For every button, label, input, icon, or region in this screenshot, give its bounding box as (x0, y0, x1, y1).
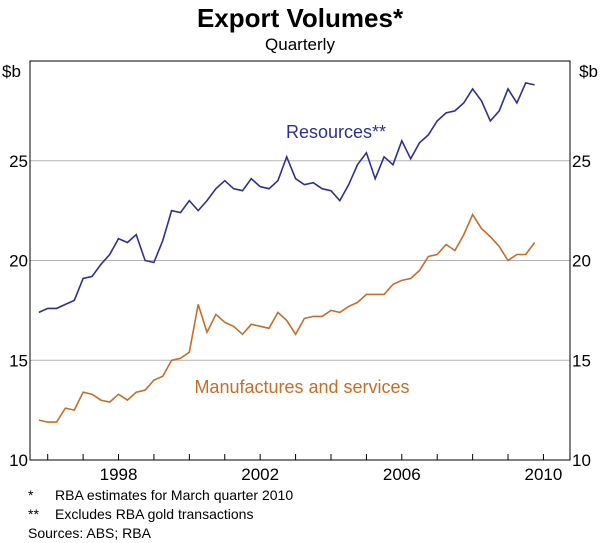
footnotes: * RBA estimates for March quarter 2010 **… (28, 486, 293, 543)
footnote-2-text: Excludes RBA gold transactions (55, 506, 254, 522)
footnote-1-mark: * (28, 487, 34, 503)
plot-frame (29, 60, 571, 461)
chart-title: Export Volumes* (197, 3, 404, 33)
x-ticks: 1998 2002 2006 2010 (47, 454, 563, 484)
x-tick-label-1998: 1998 (100, 465, 138, 484)
chart-subtitle: Quarterly (265, 35, 335, 54)
grid-lines (30, 160, 570, 361)
footnote-2: ** Excludes RBA gold transactions (28, 505, 293, 524)
sources-note: Sources: ABS; RBA (28, 525, 151, 541)
y-tick-label-right-10: 10 (572, 451, 591, 470)
y-tick-label-left-15: 15 (9, 351, 28, 370)
y-tick-label-left-25: 25 (9, 152, 28, 171)
series-label-manufactures: Manufactures and services (194, 377, 409, 397)
series-line-manufactures (38, 212, 536, 423)
y-unit-right: $b (579, 62, 598, 81)
x-tick-label-2002: 2002 (241, 465, 279, 484)
series-label-resources: Resources** (286, 122, 386, 142)
y-ticks: 10 10 15 15 20 20 25 25 (9, 152, 591, 470)
footnote-2-mark: ** (28, 506, 39, 522)
x-tick-label-2006: 2006 (383, 465, 421, 484)
y-tick-label-left-20: 20 (9, 252, 28, 271)
y-tick-label-right-20: 20 (572, 252, 591, 271)
x-tick-label-2010: 2010 (525, 465, 563, 484)
y-tick-label-right-15: 15 (572, 351, 591, 370)
y-tick-label-left-10: 10 (9, 451, 28, 470)
series-line-resources (38, 81, 535, 314)
y-tick-label-right-25: 25 (572, 152, 591, 171)
footnote-1: * RBA estimates for March quarter 2010 (28, 486, 293, 505)
y-unit-left: $b (2, 62, 21, 81)
footnote-1-text: RBA estimates for March quarter 2010 (55, 487, 294, 503)
